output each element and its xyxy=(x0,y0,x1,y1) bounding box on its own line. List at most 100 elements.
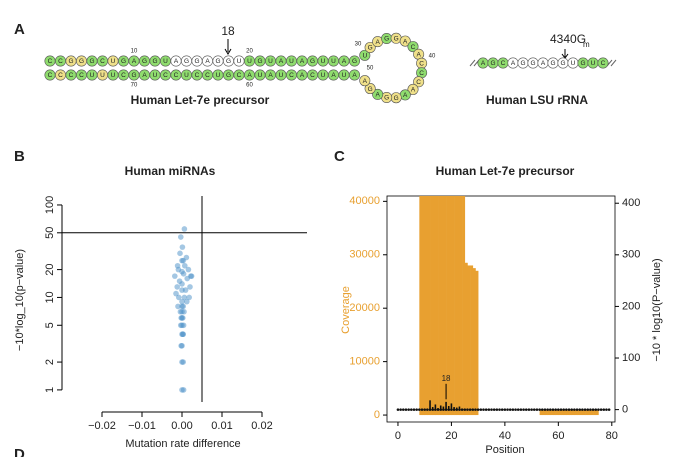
y-tick-label: 5 xyxy=(44,322,56,328)
nucleotide-circle xyxy=(364,83,376,95)
y2-tick-label: 0 xyxy=(622,404,628,416)
nucleotide: G xyxy=(352,58,357,65)
pvalue-point xyxy=(476,408,480,411)
point xyxy=(184,298,190,305)
nucleotide: U xyxy=(111,58,116,65)
nucleotide: A xyxy=(481,60,486,67)
pvalue-point xyxy=(399,408,402,411)
pvalue-point xyxy=(524,408,528,411)
pvalue-point xyxy=(423,408,426,411)
x-tick-label: 60 xyxy=(552,430,564,442)
nucleotide: C xyxy=(174,72,179,79)
nucleotide: U xyxy=(268,58,273,65)
pvalue-point xyxy=(540,408,544,411)
position-number: 40 xyxy=(429,54,436,60)
nucleotide: G xyxy=(368,86,373,93)
nucleotide: G xyxy=(68,58,73,65)
coverage-bar xyxy=(593,409,597,416)
nucleotide: C xyxy=(69,72,74,79)
nucleotide: A xyxy=(375,39,380,46)
coverage-bar xyxy=(585,409,589,416)
nucleotide: G xyxy=(310,58,315,65)
y2-tick-label: 100 xyxy=(622,352,640,364)
x-tick-label: −0.02 xyxy=(88,420,116,432)
coverage-bar xyxy=(544,409,548,416)
nucleotide: U xyxy=(342,72,347,79)
coverage-bar xyxy=(456,196,460,416)
nucleotide: C xyxy=(48,58,53,65)
x-tick-label: 0 xyxy=(395,430,401,442)
pvalue-point xyxy=(586,408,590,411)
position-number: 30 xyxy=(355,42,362,48)
pvalue-point xyxy=(591,408,595,411)
nucleotide-circle xyxy=(372,88,384,100)
chart-title: Human miRNAs xyxy=(125,164,216,178)
coverage-bar xyxy=(539,409,543,416)
pvalue-point xyxy=(490,408,493,411)
point xyxy=(176,278,183,284)
nucleotide: C xyxy=(501,60,506,67)
pvalue-point xyxy=(482,408,485,411)
pvalue-point xyxy=(474,408,477,411)
nucleotide: U xyxy=(184,72,189,79)
nucleotide: G xyxy=(394,95,399,102)
chart-title: Human Let-7e precursor xyxy=(436,164,575,178)
nucleotide: A xyxy=(331,72,336,79)
y-tick-label: 0 xyxy=(374,409,380,421)
coverage-bar xyxy=(451,196,455,416)
nucleotide: U xyxy=(321,72,326,79)
point xyxy=(180,359,186,365)
y-tick-label: 40000 xyxy=(349,195,380,207)
nucleotide: U xyxy=(571,60,576,67)
pvalue-point xyxy=(583,408,587,411)
coverage-bar xyxy=(571,409,575,416)
structure-title: Human LSU rRNA xyxy=(486,93,588,107)
pvalue-point xyxy=(463,408,467,411)
pvalue-point xyxy=(508,408,512,411)
pvalue-point xyxy=(511,408,515,411)
pvalue-point xyxy=(602,408,606,411)
pvalue-point xyxy=(605,408,608,411)
coverage-bar xyxy=(462,196,466,416)
nucleotide-circle xyxy=(407,41,419,53)
coverage-bar xyxy=(422,196,425,416)
nucleotide: G xyxy=(384,95,389,102)
pvalue-point xyxy=(516,408,520,411)
pvalue-point xyxy=(538,408,541,411)
y-tick-label: 10000 xyxy=(349,356,380,368)
coverage-bar xyxy=(542,409,546,416)
pvalue-point xyxy=(532,408,536,411)
pvalue-point xyxy=(450,408,453,411)
pvalue-point xyxy=(557,408,560,411)
nucleotide: U xyxy=(591,60,596,67)
nucleotide: U xyxy=(331,58,336,65)
nucleotide: U xyxy=(258,72,263,79)
pvalue-point xyxy=(420,408,424,411)
nucleotide: C xyxy=(163,72,168,79)
nucleotide: G xyxy=(560,60,565,67)
pvalue-point xyxy=(565,408,568,411)
pvalue-point xyxy=(415,408,418,411)
coverage-bar xyxy=(467,265,471,416)
x-axis-label: Position xyxy=(485,444,524,456)
pvalue-point xyxy=(431,408,435,411)
coverage-bar xyxy=(475,270,479,416)
nucleotide: A xyxy=(205,58,210,65)
position-number: 10 xyxy=(131,49,138,55)
point xyxy=(180,315,186,321)
nucleotide: U xyxy=(153,72,158,79)
nucleotide: A xyxy=(403,38,408,45)
coverage-bar xyxy=(574,409,578,416)
nucleotide: C xyxy=(237,72,242,79)
y-tick-label: 2 xyxy=(44,359,56,365)
nucleotide: G xyxy=(580,60,585,67)
nucleotide: G xyxy=(226,58,231,65)
pvalue-bar xyxy=(442,406,445,410)
point xyxy=(183,254,190,261)
position-number: 60 xyxy=(246,83,253,89)
pvalue-point xyxy=(444,408,448,411)
pvalue-point xyxy=(535,408,539,411)
point xyxy=(178,234,184,240)
coverage-bar xyxy=(419,196,423,416)
